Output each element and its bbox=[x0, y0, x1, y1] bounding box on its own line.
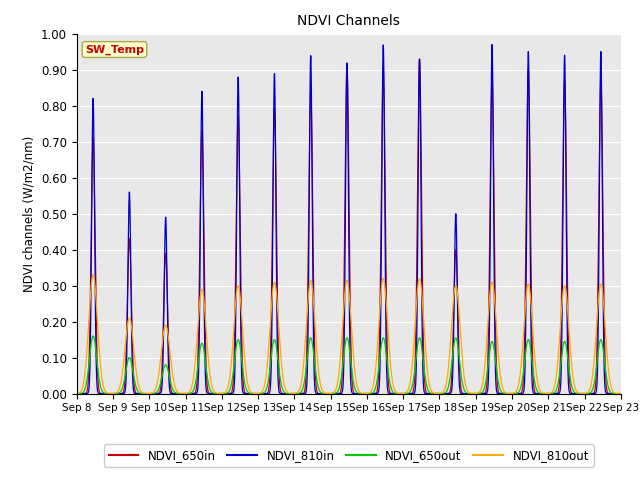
NDVI_650out bbox=[168, 382, 175, 388]
Text: SW_Temp: SW_Temp bbox=[85, 44, 144, 55]
NDVI_650in bbox=[73, 391, 81, 396]
Legend: NDVI_650in, NDVI_810in, NDVI_650out, NDVI_810out: NDVI_650in, NDVI_810in, NDVI_650out, NDV… bbox=[104, 444, 594, 467]
NDVI_810in bbox=[488, 42, 496, 48]
NDVI_650in bbox=[282, 391, 289, 396]
NDVI_810out bbox=[135, 384, 143, 390]
NDVI_810in bbox=[548, 391, 556, 396]
NDVI_810in bbox=[607, 391, 614, 396]
NDVI_810in bbox=[305, 225, 313, 231]
Line: NDVI_810in: NDVI_810in bbox=[77, 45, 621, 394]
NDVI_650out bbox=[73, 391, 81, 396]
NDVI_810in bbox=[617, 391, 625, 396]
NDVI_810out bbox=[168, 361, 175, 367]
NDVI_810out bbox=[548, 389, 556, 395]
NDVI_810in bbox=[135, 391, 143, 396]
NDVI_650in bbox=[617, 391, 625, 396]
NDVI_650out bbox=[305, 340, 313, 346]
NDVI_810out bbox=[607, 380, 614, 386]
Line: NDVI_650out: NDVI_650out bbox=[77, 336, 621, 394]
Title: NDVI Channels: NDVI Channels bbox=[298, 14, 400, 28]
NDVI_650in bbox=[607, 391, 614, 396]
NDVI_650out bbox=[90, 333, 97, 339]
NDVI_810out bbox=[90, 272, 97, 278]
NDVI_650in bbox=[167, 387, 175, 393]
Line: NDVI_650in: NDVI_650in bbox=[77, 59, 621, 394]
NDVI_650out bbox=[548, 391, 556, 396]
NDVI_810out bbox=[617, 391, 625, 396]
Y-axis label: NDVI channels (W/m2/nm): NDVI channels (W/m2/nm) bbox=[22, 135, 36, 292]
NDVI_810out bbox=[305, 284, 313, 290]
NDVI_810in bbox=[282, 391, 289, 396]
Line: NDVI_810out: NDVI_810out bbox=[77, 275, 621, 394]
NDVI_650out bbox=[135, 390, 143, 396]
NDVI_810out bbox=[73, 391, 81, 396]
NDVI_650in bbox=[305, 184, 313, 190]
NDVI_810out bbox=[282, 386, 289, 392]
NDVI_650in bbox=[415, 56, 423, 62]
NDVI_650out bbox=[617, 391, 625, 396]
NDVI_810in bbox=[167, 391, 175, 396]
NDVI_650out bbox=[282, 390, 289, 396]
NDVI_650out bbox=[607, 389, 614, 395]
NDVI_650in bbox=[548, 391, 556, 396]
NDVI_650in bbox=[135, 391, 143, 396]
NDVI_810in bbox=[73, 391, 81, 396]
